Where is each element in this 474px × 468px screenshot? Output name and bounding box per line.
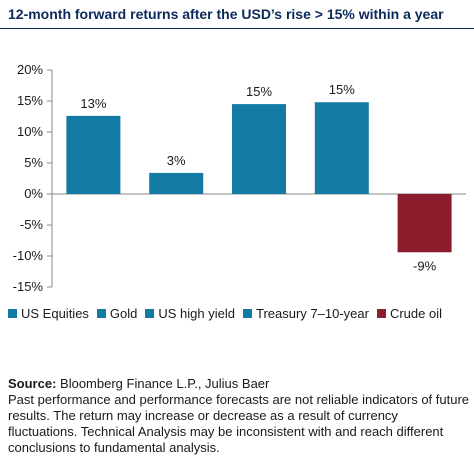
y-tick-label: 20% [17, 62, 43, 77]
bar-1 [149, 172, 204, 194]
legend-swatch [145, 309, 155, 318]
bar-3 [314, 102, 369, 194]
legend-item-us-high-yield: US high yield [145, 306, 235, 321]
disclaimer-text: Past performance and performance forecas… [8, 392, 470, 455]
data-label-3: 15% [329, 82, 355, 97]
legend-swatch [376, 309, 386, 318]
y-tick-label: 15% [17, 93, 43, 108]
legend-item-gold: Gold [96, 306, 138, 321]
data-label-0: 13% [80, 96, 106, 111]
y-tick-label: 0% [24, 186, 43, 201]
legend-label: Crude oil [389, 306, 442, 321]
source-line: Source: Bloomberg Finance L.P., Julius B… [8, 376, 470, 392]
legend-swatch [96, 309, 106, 318]
data-label-1: 3% [167, 153, 186, 168]
legend-swatch [8, 309, 17, 318]
legend-swatch [243, 309, 252, 318]
bar-chart: 20% 15% 10% 5% 0% -5% -10% -15% 13% 3% 15% 15% -9% [13, 62, 466, 294]
data-label-2: 15% [246, 84, 272, 99]
y-tick-label: -15% [13, 279, 44, 294]
source-text: Bloomberg Finance L.P., Julius Baer [60, 376, 270, 391]
bar-0 [66, 115, 121, 194]
legend-label: US high yield [158, 306, 235, 321]
legend-label: Gold [109, 306, 138, 321]
chart-title: 12-month forward returns after the USD’s… [8, 6, 444, 22]
y-tick-label: -5% [20, 217, 44, 232]
bar-2 [232, 104, 286, 194]
source-label: Source: [8, 376, 57, 391]
source-note: Source: Bloomberg Finance L.P., Julius B… [8, 376, 470, 456]
y-tick-label: 5% [24, 155, 43, 170]
legend-item-us-equities: US Equities [8, 306, 89, 321]
bar-4 [397, 194, 452, 253]
legend: US Equities Gold US high yield Treasury … [8, 306, 468, 321]
title-divider [0, 28, 474, 29]
data-label-4: -9% [413, 258, 437, 273]
y-tick-label: -10% [13, 248, 44, 263]
y-tick-label: 10% [17, 124, 43, 139]
legend-item-treasury: Treasury 7–10-year [243, 306, 369, 321]
legend-item-crude-oil: Crude oil [376, 306, 442, 321]
legend-label: US Equities [21, 306, 89, 321]
legend-label: Treasury 7–10-year [256, 306, 369, 321]
